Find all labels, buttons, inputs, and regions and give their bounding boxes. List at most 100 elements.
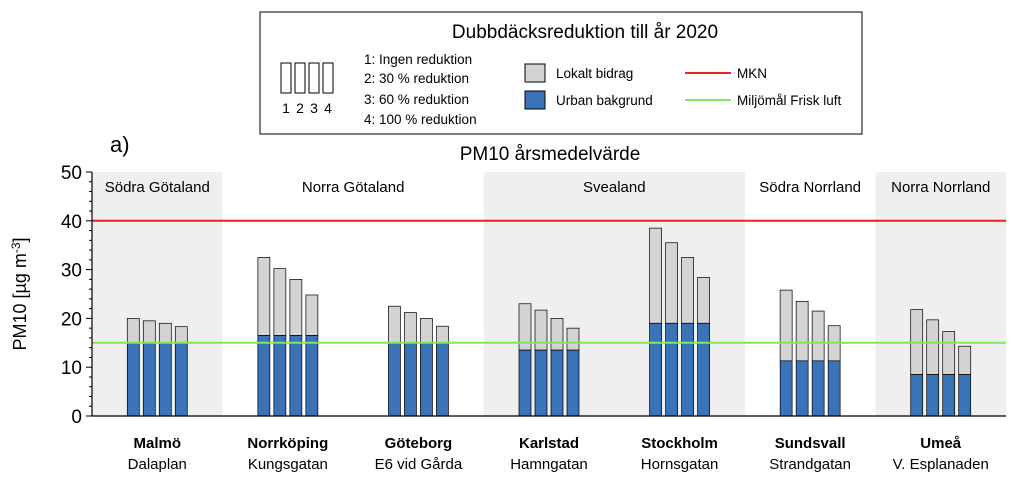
y-axis-label-superscript: -3: [9, 242, 23, 253]
legend-scenario-box-2: [294, 62, 306, 94]
region-background-4: [875, 172, 1006, 416]
bar-local-4-2: [665, 242, 678, 324]
y-tick-label-2: 20: [61, 309, 82, 330]
bar-local-6-2: [926, 319, 940, 375]
bar-local-3-4: [566, 327, 580, 351]
panel-label: a): [110, 132, 130, 157]
bar-urban-6-3: [942, 374, 956, 417]
legend-scenario-symbols: 1 2 3 4: [280, 62, 334, 116]
station-city-label-6: Umeå: [920, 435, 962, 452]
bar-urban-2-2: [404, 342, 417, 417]
legend-scenario-label-3: 3: 60 % reduktion: [364, 92, 469, 107]
bar-local-5-3: [811, 310, 825, 362]
station-city-label-3: Karlstad: [519, 435, 579, 452]
bar-urban-0-1: [126, 342, 140, 417]
bar-urban-0-2: [142, 342, 156, 417]
bar-urban-6-2: [926, 374, 940, 417]
bar-urban-4-1: [649, 322, 662, 417]
bar-local-0-4: [174, 326, 188, 344]
station-city-label-2: Göteborg: [385, 435, 453, 452]
station-street-label-5: Strandgatan: [769, 456, 851, 473]
station-city-label-1: Norrköping: [247, 435, 328, 452]
region-label-1: Norra Götaland: [302, 179, 405, 196]
bar-local-1-3: [289, 279, 303, 336]
bar-urban-5-1: [779, 360, 793, 417]
station-street-label-1: Kungsgatan: [248, 456, 328, 473]
y-tick-label-1: 10: [61, 358, 82, 379]
station-city-label-4: Stockholm: [641, 435, 718, 452]
y-axis-label-end: ]: [10, 237, 30, 242]
region-label-0: Södra Götaland: [105, 179, 210, 196]
legend-frame: [259, 11, 863, 135]
bar-urban-3-3: [550, 349, 564, 417]
bar-local-2-3: [420, 318, 433, 344]
bar-local-0-3: [158, 322, 172, 344]
bar-local-4-1: [649, 227, 662, 324]
bar-local-6-3: [942, 331, 956, 375]
y-tick-label-3: 30: [61, 261, 82, 282]
chart-title: PM10 årsmedelvärde: [460, 144, 641, 165]
legend-title: Dubbdäcksreduktion till år 2020: [452, 22, 718, 43]
bar-urban-3-1: [518, 349, 532, 417]
bar-urban-4-4: [697, 322, 710, 417]
y-tick-label-0: 0: [71, 407, 82, 428]
bar-urban-0-4: [174, 342, 188, 417]
bar-urban-1-4: [305, 335, 319, 417]
station-street-label-3: Hamngatan: [510, 456, 588, 473]
station-street-label-2: E6 vid Gårda: [375, 456, 463, 473]
bar-local-6-4: [958, 345, 972, 375]
bar-urban-2-3: [420, 342, 433, 417]
bar-urban-4-2: [665, 322, 678, 417]
station-city-label-0: Malmö: [134, 435, 182, 452]
bar-local-3-3: [550, 318, 564, 351]
legend-urban-label: Urban bakgrund: [556, 93, 653, 108]
bar-urban-0-3: [158, 342, 172, 417]
legend-scenario-label-1: 1: Ingen reduktion: [364, 52, 472, 67]
station-street-label-6: V. Esplanaden: [893, 456, 989, 473]
bar-urban-3-4: [566, 349, 580, 417]
station-street-label-4: Hornsgatan: [641, 456, 719, 473]
legend-local-swatch: [524, 63, 546, 83]
y-axis-label: PM10 [µg m-3]: [9, 237, 30, 350]
region-label-2: Svealand: [583, 179, 646, 196]
bar-urban-2-4: [436, 342, 449, 417]
bar-urban-3-2: [534, 349, 548, 417]
legend-scenario-label-2: 2: 30 % reduktion: [364, 71, 469, 86]
bar-urban-2-1: [388, 342, 401, 417]
legend-scenario-box-1: [280, 62, 292, 94]
bar-local-2-4: [436, 325, 449, 344]
bar-urban-5-4: [827, 360, 841, 417]
legend-scenario-number-4: 4: [324, 100, 332, 116]
legend-local-label: Lokalt bidrag: [556, 66, 633, 81]
bar-local-1-1: [257, 257, 271, 336]
legend-scenario-box-3: [308, 62, 320, 94]
legend-scenario-box-4: [322, 62, 334, 94]
bar-urban-5-3: [811, 360, 825, 417]
region-label-3: Södra Norrland: [759, 179, 861, 196]
bar-urban-1-2: [273, 335, 287, 417]
bar-urban-1-1: [257, 335, 271, 417]
region-label-4: Norra Norrland: [891, 179, 990, 196]
bar-urban-1-3: [289, 335, 303, 417]
bar-local-2-1: [388, 305, 401, 344]
y-tick-label-5: 50: [61, 163, 82, 184]
legend-mkn-label: MKN: [737, 66, 767, 81]
bar-urban-4-3: [681, 322, 694, 417]
bar-local-5-1: [779, 289, 793, 362]
bar-urban-6-4: [958, 374, 972, 417]
bar-urban-6-1: [910, 374, 924, 417]
legend-scenario-label-4: 4: 100 % reduktion: [364, 112, 477, 127]
bar-local-5-2: [795, 300, 809, 362]
bar-local-0-2: [142, 320, 156, 344]
bar-local-0-1: [126, 318, 140, 344]
plot-area: Södra Götaland Norra Götaland Svealand Södr…: [61, 163, 1006, 473]
legend-urban-swatch: [524, 90, 546, 110]
station-city-label-5: Sundsvall: [775, 435, 846, 452]
bar-urban-5-2: [795, 360, 809, 417]
legend-goal-label: Miljömål Frisk luft: [737, 93, 842, 108]
bar-local-1-4: [305, 294, 319, 336]
legend-scenario-number-3: 3: [310, 100, 318, 116]
bar-local-3-2: [534, 309, 548, 351]
region-background-0: [92, 172, 223, 416]
